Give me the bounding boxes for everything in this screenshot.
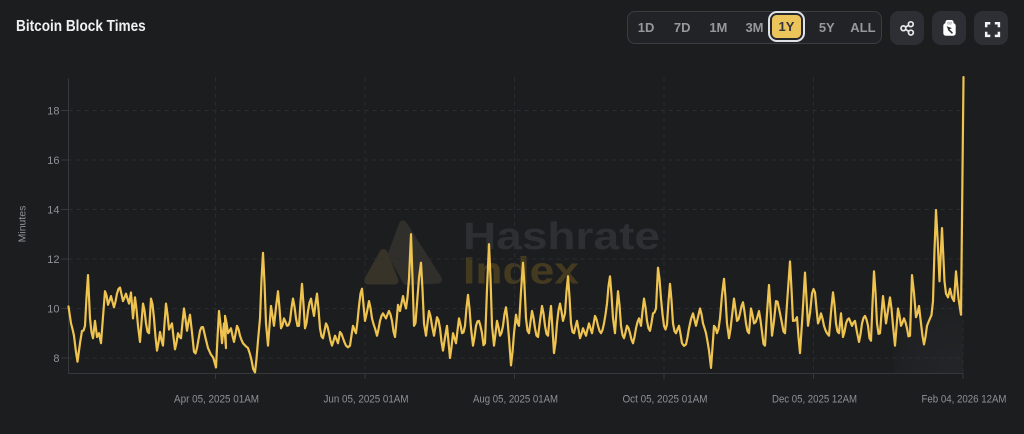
svg-text:Feb 04, 2026 12AM: Feb 04, 2026 12AM [922, 394, 1007, 406]
svg-text:12: 12 [47, 254, 59, 266]
svg-text:10: 10 [47, 303, 59, 315]
svg-text:16: 16 [47, 155, 59, 167]
svg-text:8: 8 [53, 353, 59, 365]
svg-text:Dec 05, 2025 12AM: Dec 05, 2025 12AM [772, 394, 857, 406]
svg-text:14: 14 [47, 204, 59, 216]
svg-text:18: 18 [47, 105, 59, 117]
svg-text:Jun 05, 2025 01AM: Jun 05, 2025 01AM [324, 394, 409, 406]
svg-text:Hashrate: Hashrate [463, 216, 660, 258]
svg-text:Aug 05, 2025 01AM: Aug 05, 2025 01AM [473, 394, 558, 406]
svg-text:Minutes: Minutes [17, 206, 29, 243]
svg-text:Apr 05, 2025 01AM: Apr 05, 2025 01AM [174, 394, 259, 406]
svg-text:Oct 05, 2025 01AM: Oct 05, 2025 01AM [623, 394, 708, 406]
